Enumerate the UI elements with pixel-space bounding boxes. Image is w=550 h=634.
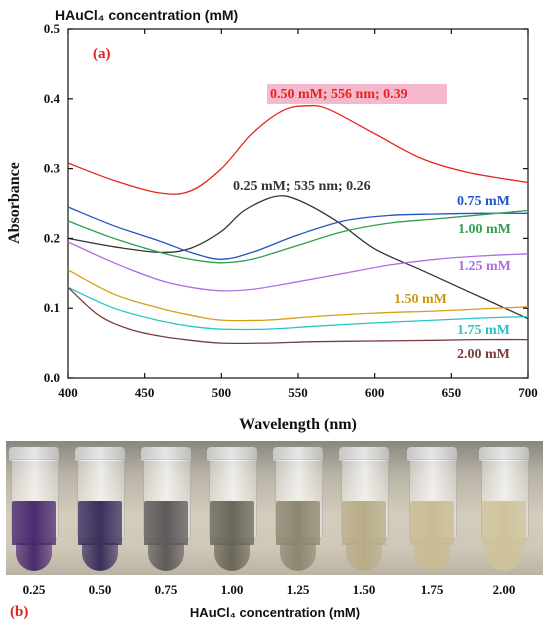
x-tick-label: 400 — [58, 385, 78, 400]
tube-tip — [214, 543, 250, 571]
series-line — [67, 286, 529, 331]
tube-tip — [82, 543, 118, 571]
concentration-label: 1.25 — [286, 582, 310, 597]
tube-cap — [9, 447, 59, 461]
panel-label-b: (b) — [10, 604, 29, 620]
annotation-label: 1.75 mM — [457, 323, 510, 338]
x-tick-label: 650 — [442, 385, 462, 400]
series-line — [67, 104, 529, 195]
ticks-layer: 400 450 500 550 600 650 700 0.0 0.1 0.2 0.3 0.4 0.5 — [44, 21, 538, 400]
y-axis-label: Absorbance — [6, 162, 23, 244]
series-layer — [67, 104, 529, 345]
series-line — [67, 269, 529, 322]
x-tick-label: 600 — [365, 385, 385, 400]
tube-tip — [414, 543, 450, 571]
x-tick-label: 450 — [135, 385, 155, 400]
sample-tube — [139, 447, 193, 571]
sample-tube — [205, 447, 259, 571]
annotation-label: 0.25 mM; 535 nm; 0.26 — [233, 179, 371, 194]
tube-tip — [280, 543, 316, 571]
x-tick-label: 700 — [518, 385, 538, 400]
y-tick-label: 0.1 — [44, 300, 60, 315]
tube-cap — [207, 447, 257, 461]
tube-liquid — [342, 501, 386, 545]
tube-tip — [148, 543, 184, 571]
annotation-label: 1.00 mM — [458, 222, 511, 237]
annotation-highlight — [267, 84, 447, 104]
y-tick-label: 0.3 — [44, 161, 61, 176]
tube-liquid — [410, 501, 454, 545]
annotation-label: 2.00 mM — [457, 347, 510, 362]
concentration-label: 1.50 — [352, 582, 376, 597]
series-line — [67, 286, 529, 345]
sample-tube — [337, 447, 391, 571]
photo-x-label: HAuCl₄ concentration (mM) — [189, 605, 361, 620]
annotations-layer: 0.50 mM; 556 nm; 0.39 0.25 mM; 535 nm; 0.… — [233, 84, 511, 362]
tube-liquid — [276, 501, 320, 545]
annotation-label: 1.25 mM — [458, 259, 511, 274]
y-tick-label: 0.0 — [44, 370, 60, 385]
y-tick-label: 0.5 — [44, 21, 61, 36]
tube-cap — [273, 447, 323, 461]
y-tick-label: 0.2 — [44, 230, 60, 245]
concentration-label: 0.25 — [22, 582, 46, 597]
tube-tip — [16, 543, 52, 571]
sample-tube — [7, 447, 61, 571]
tube-tip — [486, 543, 522, 571]
absorbance-chart: HAuCl₄ concentration (mM) 400 450 500 550 60… — [6, 7, 538, 433]
x-axis-label: Wavelength (nm) — [239, 416, 357, 433]
concentration-label: 1.75 — [420, 582, 444, 597]
chart-title: HAuCl₄ concentration (mM) — [55, 7, 238, 23]
concentration-label: 0.50 — [88, 582, 112, 597]
tube-cap — [339, 447, 389, 461]
y-tick-label: 0.4 — [44, 91, 61, 106]
tube-cap — [75, 447, 125, 461]
x-tick-label: 550 — [288, 385, 308, 400]
sample-tube — [405, 447, 459, 571]
series-line — [67, 241, 529, 292]
tube-cap — [141, 447, 191, 461]
x-tick-label: 500 — [212, 385, 232, 400]
annotation-label: 1.50 mM — [394, 292, 447, 307]
sample-tube — [271, 447, 325, 571]
series-line — [67, 209, 529, 264]
concentration-label: 0.75 — [154, 582, 178, 597]
annotation-label: 0.50 mM; 556 nm; 0.39 — [270, 87, 408, 102]
tube-cap — [479, 447, 529, 461]
tube-photo — [6, 441, 543, 575]
tube-liquid — [482, 501, 526, 545]
sample-tube — [73, 447, 127, 571]
concentration-label: 2.00 — [492, 582, 516, 597]
series-line — [67, 206, 529, 260]
tube-cap — [407, 447, 457, 461]
panel-label-a: (a) — [93, 46, 111, 62]
annotation-label: 0.75 mM — [457, 194, 510, 209]
sample-tube — [477, 447, 531, 571]
concentration-label: 1.00 — [220, 582, 244, 597]
tube-tip — [346, 543, 382, 571]
tube-liquid — [144, 501, 188, 545]
tube-liquid — [210, 501, 254, 545]
tube-liquid — [12, 501, 56, 545]
tube-liquid — [78, 501, 122, 545]
